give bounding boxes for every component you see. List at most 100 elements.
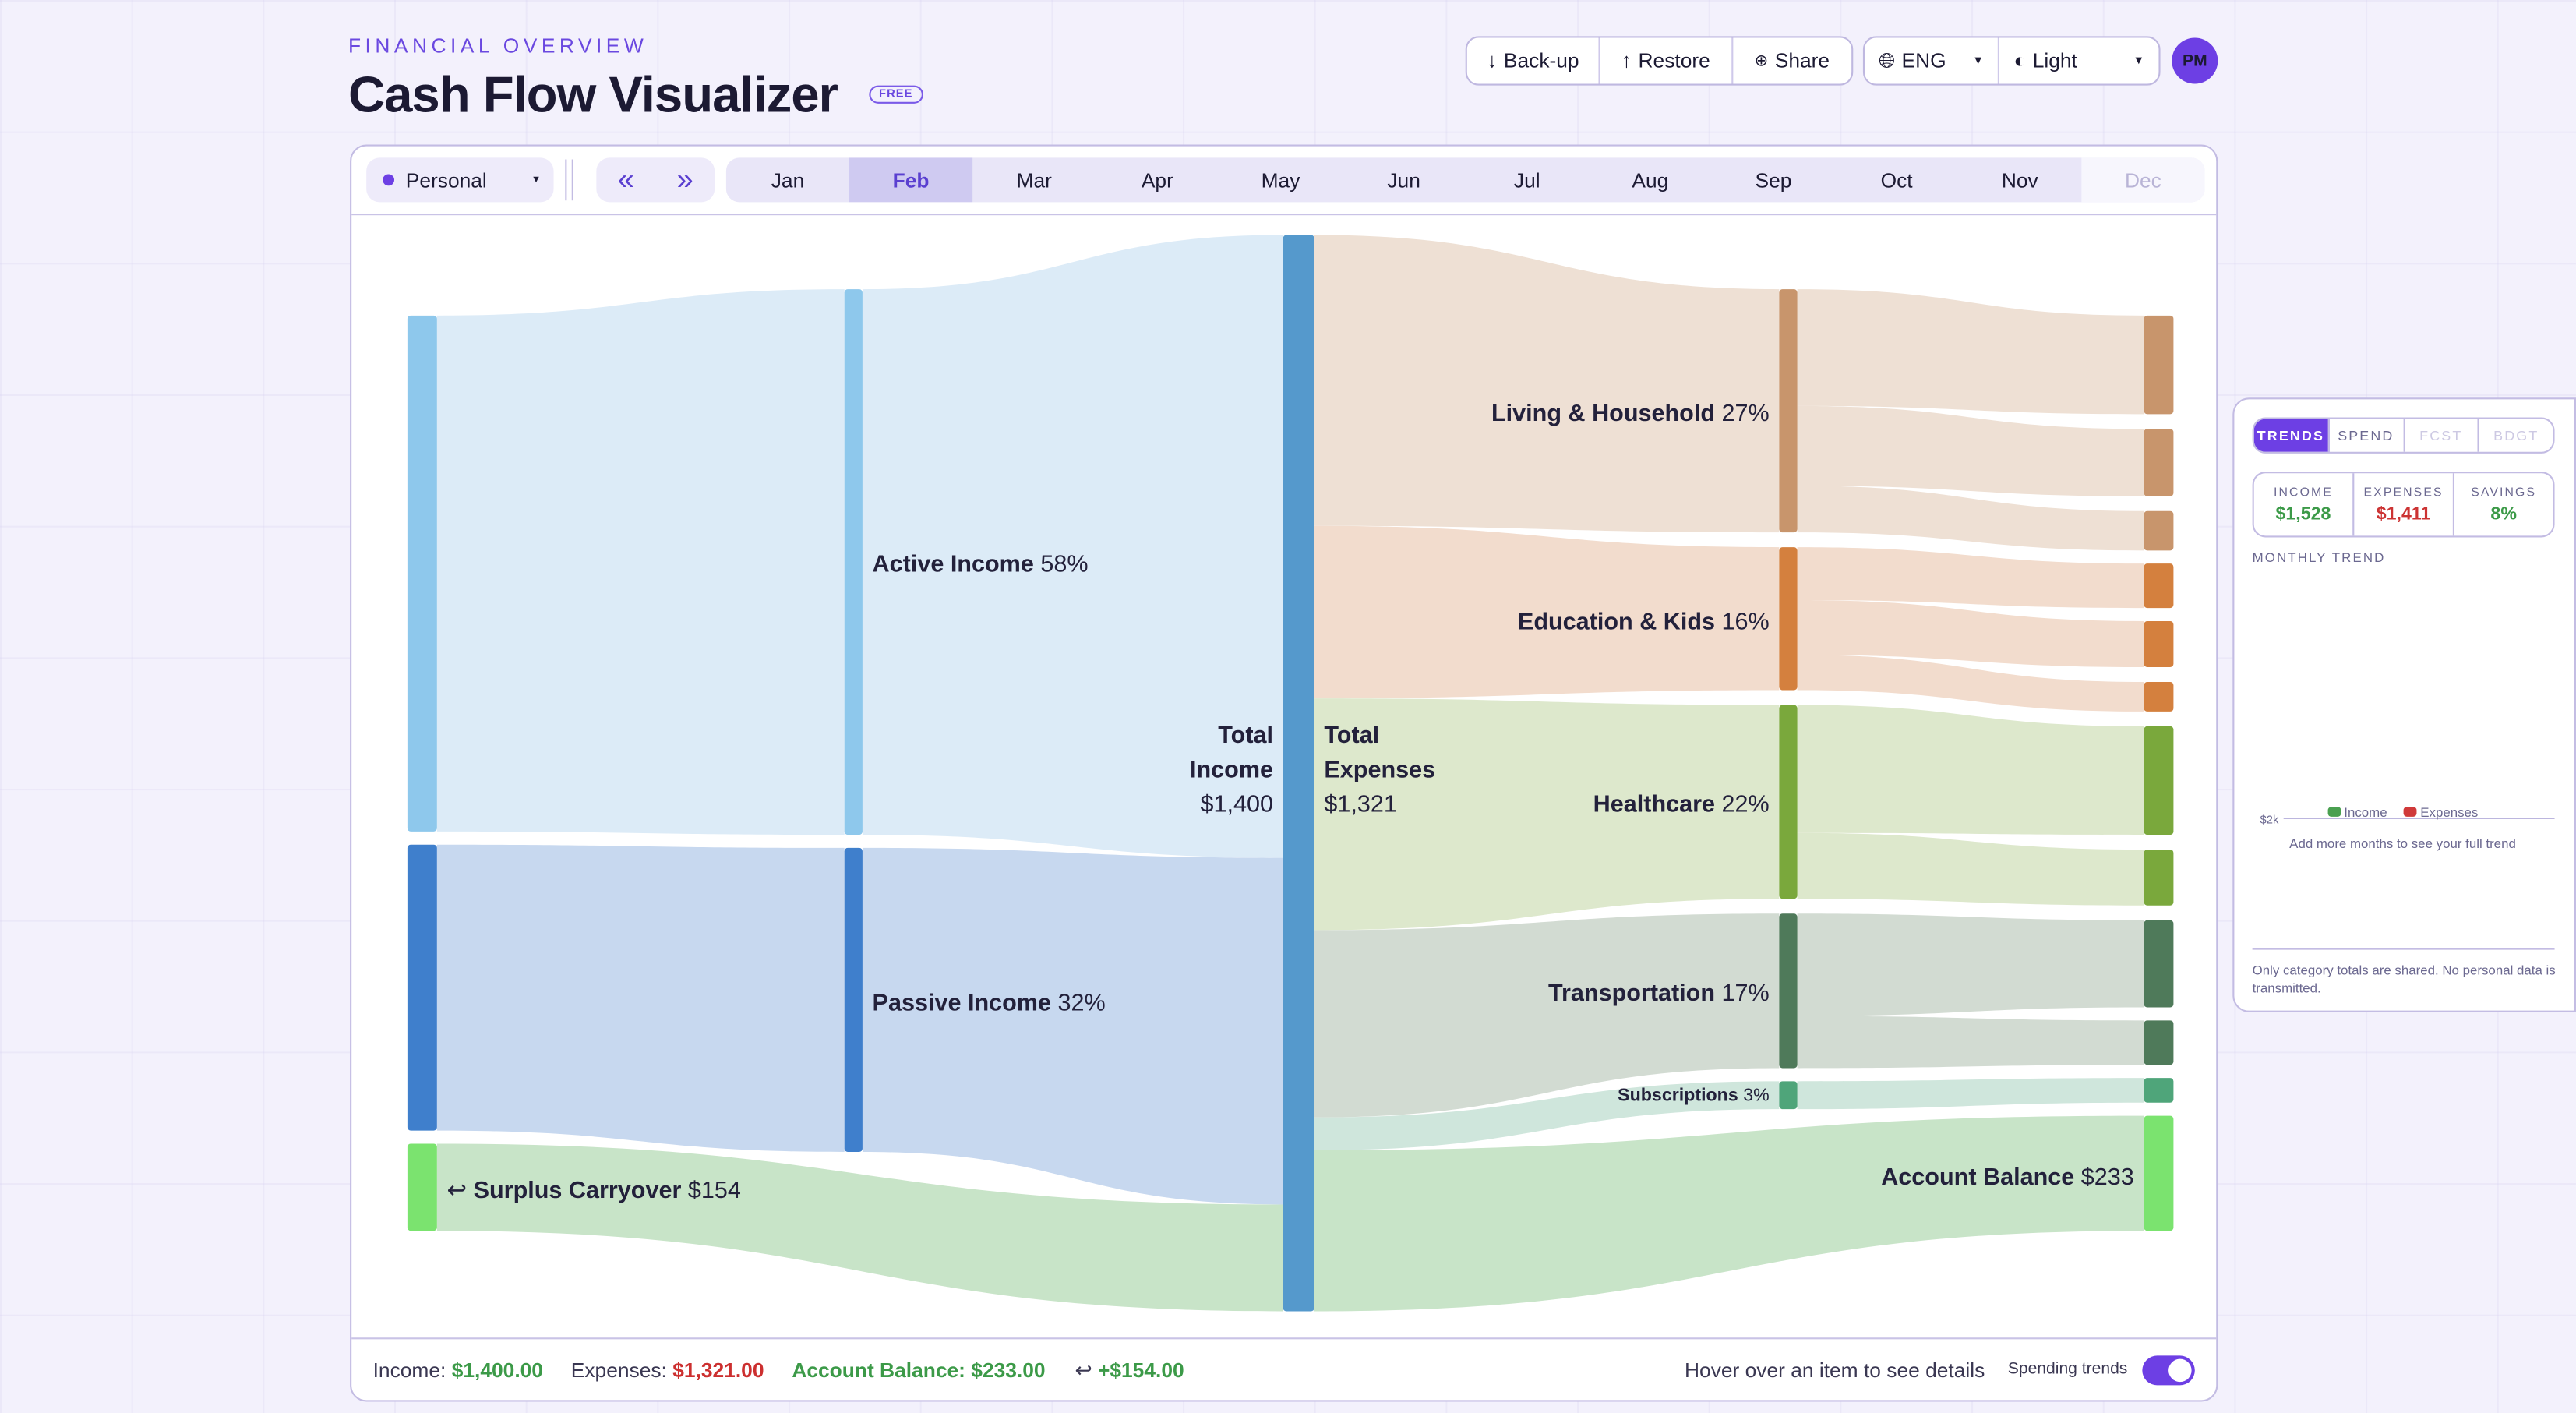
- month-toolbar: Personal ▼ «» Jan Feb Mar Apr May Jun Jul Aug Se…: [351, 147, 2217, 216]
- month-tab-jun[interactable]: Jun: [1387, 168, 1420, 192]
- month-tab-feb[interactable]: Feb: [849, 157, 973, 203]
- link-total-0[interactable]: [1314, 235, 1780, 533]
- y-tick: $2k: [2260, 814, 2279, 826]
- month-nav: «»: [596, 157, 715, 203]
- node-category[interactable]: [1779, 1081, 1798, 1110]
- link-passive-total[interactable]: [862, 847, 1283, 1205]
- node-subcategory[interactable]: [2144, 563, 2174, 609]
- profile-select[interactable]: Personal ▼: [366, 157, 554, 203]
- tab-spend[interactable]: SPEND: [2329, 419, 2405, 452]
- link-sub[interactable]: [1797, 1078, 2144, 1110]
- theme-select[interactable]: ◐ Light ▼: [2013, 49, 2145, 72]
- label-subscriptions: Subscriptions 3%: [1618, 1086, 1770, 1106]
- backup-button[interactable]: ↓ Back-up: [1467, 37, 1601, 84]
- link-sub[interactable]: [1797, 486, 2144, 551]
- caret-down-icon: ▼: [1972, 55, 1985, 67]
- tab-forecast[interactable]: FCST: [2405, 419, 2480, 452]
- node-subcategory[interactable]: [2144, 726, 2174, 835]
- balance-total: $233.00: [971, 1358, 1046, 1382]
- node-subcategory[interactable]: [2144, 681, 2174, 712]
- month-tab-aug[interactable]: Aug: [1632, 168, 1669, 192]
- node-subcategory[interactable]: [2144, 315, 2174, 415]
- node-category[interactable]: [1779, 913, 1798, 1069]
- month-tab-dec[interactable]: Dec: [2081, 157, 2205, 203]
- node-account-balance[interactable]: [2144, 1115, 2174, 1231]
- node-active-source[interactable]: [407, 315, 437, 832]
- spending-trends-toggle[interactable]: [2142, 1355, 2195, 1385]
- legend-expenses: Expenses: [2403, 805, 2478, 820]
- node-passive-source[interactable]: [407, 844, 437, 1131]
- node-category[interactable]: [1779, 547, 1798, 691]
- link-sub[interactable]: [1797, 599, 2144, 668]
- node-category[interactable]: [1779, 705, 1798, 899]
- arrow-up-icon: ↑: [1621, 49, 1632, 72]
- globe-icon: 🌐︎: [1878, 48, 1896, 72]
- link-sub[interactable]: [1797, 289, 2144, 415]
- carryover-icon: ↩: [446, 1178, 468, 1205]
- link-sub[interactable]: [1797, 832, 2144, 906]
- data-actions: ↓ Back-up ↑ Restore ⊕ Share: [1465, 36, 1854, 86]
- divider: [2252, 948, 2555, 950]
- link-sub[interactable]: [1797, 547, 2144, 609]
- contrast-icon: ◐: [2013, 49, 2027, 72]
- tab-trends[interactable]: TRENDS: [2253, 419, 2330, 452]
- month-tab-mar[interactable]: Mar: [1016, 168, 1052, 192]
- node-active-income[interactable]: [844, 289, 863, 835]
- month-tab-oct[interactable]: Oct: [1880, 168, 1913, 192]
- chart-legend: Income Expenses: [2234, 805, 2571, 820]
- link-total-2[interactable]: [1314, 698, 1780, 931]
- page-title: Cash Flow Visualizer: [348, 65, 838, 124]
- carryover-icon: ↩: [1075, 1358, 1092, 1383]
- avatar[interactable]: PM: [2172, 37, 2218, 84]
- node-subcategory[interactable]: [2144, 510, 2174, 551]
- month-tab-nov[interactable]: Nov: [2001, 168, 2038, 192]
- next-month-icon[interactable]: »: [676, 162, 693, 196]
- node-passive-income[interactable]: [844, 847, 863, 1152]
- link-total-1[interactable]: [1314, 525, 1780, 699]
- label-education: Education & Kids 16%: [1517, 609, 1770, 636]
- node-total[interactable]: [1283, 235, 1314, 1312]
- label-surplus: ↩ Surplus Carryover $154: [446, 1178, 741, 1205]
- label-total-expenses: Total Expenses $1,321: [1324, 722, 1436, 818]
- insights-panel: TRENDS SPEND FCST BDGT INCOME $1,528 EXPEN…: [2232, 397, 2576, 1012]
- share-button[interactable]: ⊕ Share: [1754, 49, 1830, 72]
- link-passive[interactable]: [436, 844, 845, 1152]
- node-category[interactable]: [1779, 289, 1798, 533]
- label-active-income: Active Income 58%: [872, 552, 1089, 579]
- tab-budget[interactable]: BDGT: [2493, 427, 2539, 444]
- link-total-4[interactable]: [1314, 1081, 1780, 1150]
- month-tab-apr[interactable]: Apr: [1141, 168, 1173, 192]
- link-sub[interactable]: [1797, 913, 2144, 1016]
- link-active-total[interactable]: [862, 235, 1283, 858]
- stats-summary: INCOME $1,528 EXPENSES $1,411 SAVINGS 8%: [2252, 472, 2555, 538]
- link-balance[interactable]: [1314, 1115, 2144, 1312]
- language-select[interactable]: 🌐︎ ENG ▼: [1865, 37, 2000, 84]
- restore-button[interactable]: ↑ Restore: [1600, 37, 1733, 84]
- node-subcategory[interactable]: [2144, 920, 2174, 1008]
- previous-month-icon[interactable]: «: [617, 162, 634, 196]
- node-subcategory[interactable]: [2144, 1020, 2174, 1065]
- link-total-3[interactable]: [1314, 913, 1780, 1118]
- month-tab-may[interactable]: May: [1261, 168, 1300, 192]
- label-total-income: Total Income $1,400: [1189, 722, 1274, 818]
- link-sub[interactable]: [1797, 705, 2144, 835]
- node-subcategory[interactable]: [2144, 850, 2174, 906]
- node-surplus[interactable]: [407, 1143, 437, 1231]
- node-subcategory[interactable]: [2144, 1078, 2174, 1103]
- stat-savings: SAVINGS 8%: [2471, 484, 2537, 525]
- legend-income: Income: [2327, 805, 2387, 820]
- link-active[interactable]: [436, 289, 845, 835]
- month-tab-jan[interactable]: Jan: [771, 168, 805, 192]
- link-surplus-total[interactable]: [436, 1143, 1283, 1312]
- node-subcategory[interactable]: [2144, 429, 2174, 496]
- link-sub[interactable]: [1797, 1016, 2144, 1069]
- link-sub[interactable]: [1797, 655, 2144, 712]
- month-tab-jul[interactable]: Jul: [1513, 168, 1540, 192]
- stat-expenses: EXPENSES $1,411: [2354, 473, 2454, 536]
- divider: [571, 159, 573, 201]
- arrow-down-icon: ↓: [1487, 49, 1498, 72]
- link-sub[interactable]: [1797, 405, 2144, 496]
- hover-hint: Hover over an item to see details: [1684, 1358, 1985, 1382]
- month-tab-sep[interactable]: Sep: [1755, 168, 1792, 192]
- node-subcategory[interactable]: [2144, 620, 2174, 668]
